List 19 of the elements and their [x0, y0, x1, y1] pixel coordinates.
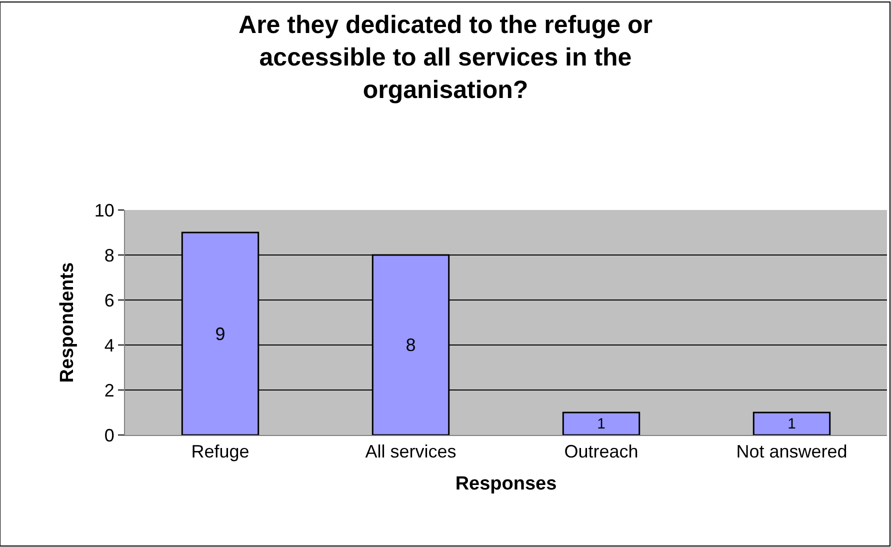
data-label: 9: [215, 324, 226, 344]
chart-title: Are they dedicated to the refuge or accessible to all services in the organisation?: [238, 10, 653, 104]
y-tick-label: 6: [104, 290, 114, 310]
y-axis-title: Respondents: [57, 262, 78, 383]
data-label: 8: [406, 335, 416, 355]
x-tick-label: Outreach: [564, 442, 638, 462]
y-tick-label: 0: [104, 425, 114, 446]
bar: [562, 412, 640, 435]
y-tick-label: 10: [94, 200, 114, 220]
x-tick-label: All services: [365, 442, 456, 462]
x-axis-title: Responses: [455, 473, 557, 494]
x-tick-label: Not answered: [736, 442, 848, 462]
bar: [752, 412, 831, 435]
data-label: 1: [788, 416, 796, 433]
data-label: 1: [597, 416, 606, 433]
y-tick-label: 2: [104, 380, 114, 400]
y-tick-label: 4: [104, 335, 114, 356]
x-tick-label: Refuge: [191, 442, 250, 462]
y-tick-label: 8: [104, 245, 114, 266]
